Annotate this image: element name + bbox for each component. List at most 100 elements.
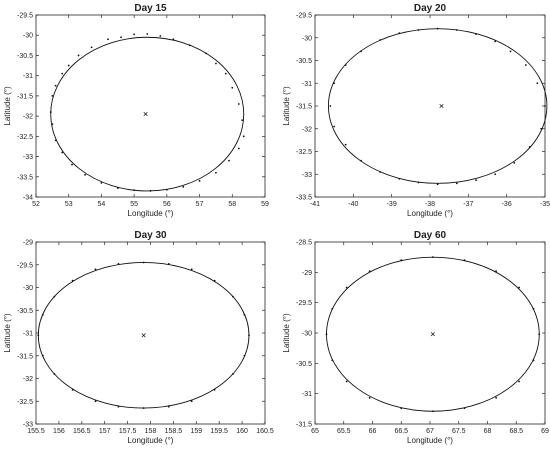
data-point bbox=[117, 262, 120, 265]
data-point bbox=[333, 125, 336, 128]
data-point bbox=[53, 373, 56, 375]
chart-title: Day 20 bbox=[414, 3, 447, 14]
y-tick-label: -31 bbox=[302, 391, 312, 398]
y-tick-label: -31.5 bbox=[17, 93, 33, 100]
data-point bbox=[213, 388, 216, 391]
y-tick-label: -32.5 bbox=[296, 149, 312, 156]
data-point bbox=[417, 29, 420, 31]
data-point bbox=[213, 279, 216, 282]
x-tick-label: -37 bbox=[463, 201, 473, 208]
y-tick-label: -31.5 bbox=[296, 422, 312, 429]
data-point bbox=[172, 38, 175, 41]
y-tick-label: -30.5 bbox=[17, 53, 33, 60]
y-tick-label: -32.5 bbox=[17, 399, 33, 406]
data-point bbox=[165, 188, 168, 191]
data-point bbox=[544, 105, 546, 107]
data-point bbox=[431, 410, 434, 413]
y-tick-label: -33.5 bbox=[17, 174, 33, 181]
y-tick-label: -31.5 bbox=[296, 104, 312, 111]
y-tick-label: -33.5 bbox=[296, 195, 312, 202]
plot-area bbox=[35, 14, 266, 198]
data-point bbox=[345, 380, 348, 383]
data-point bbox=[360, 159, 362, 162]
data-point bbox=[463, 259, 466, 262]
data-point bbox=[41, 354, 44, 357]
data-point bbox=[524, 64, 527, 66]
data-point bbox=[167, 405, 170, 408]
y-tick-label: -30 bbox=[23, 285, 33, 292]
data-point bbox=[242, 135, 245, 138]
plot-area bbox=[314, 241, 546, 425]
x-axis-label: Longitude (°) bbox=[128, 436, 174, 445]
x-tick-label: 67 bbox=[426, 428, 434, 435]
x-tick-label: -36 bbox=[502, 201, 512, 208]
data-point bbox=[231, 86, 234, 89]
y-tick-label: -30 bbox=[23, 33, 33, 40]
data-point bbox=[198, 179, 201, 182]
plot-area bbox=[314, 14, 546, 198]
y-tick-label: -29.5 bbox=[17, 13, 33, 20]
center-marker bbox=[141, 333, 146, 338]
x-tick-label: -40 bbox=[348, 201, 358, 208]
data-point bbox=[228, 159, 230, 162]
center-marker bbox=[143, 112, 148, 117]
fitted-ellipse bbox=[50, 36, 245, 192]
data-point bbox=[400, 407, 403, 410]
data-point bbox=[133, 189, 136, 192]
data-point bbox=[379, 39, 382, 41]
y-tick-label: -31 bbox=[23, 73, 33, 80]
data-point bbox=[536, 82, 539, 85]
chart-title: Day 30 bbox=[134, 230, 167, 241]
data-point bbox=[368, 270, 371, 273]
data-point bbox=[329, 105, 332, 107]
y-tick-label: -30 bbox=[302, 35, 312, 42]
x-axis-label: Longitude (°) bbox=[407, 209, 453, 218]
data-point bbox=[538, 333, 541, 336]
x-tick-label: 160.5 bbox=[256, 428, 274, 435]
data-point bbox=[116, 187, 119, 190]
data-point bbox=[248, 334, 250, 337]
x-tick-label: 55 bbox=[130, 201, 138, 208]
y-tick-label: -29.5 bbox=[17, 262, 33, 269]
data-point bbox=[94, 268, 97, 271]
data-point bbox=[513, 161, 516, 164]
data-point bbox=[243, 313, 246, 316]
data-point bbox=[360, 50, 362, 53]
data-point bbox=[117, 405, 120, 408]
data-point bbox=[67, 64, 70, 67]
plot-area bbox=[35, 241, 266, 425]
data-point bbox=[540, 127, 543, 130]
data-point bbox=[436, 27, 439, 30]
data-point bbox=[53, 295, 56, 298]
y-tick-label: -31.5 bbox=[17, 353, 33, 360]
data-point bbox=[475, 33, 477, 36]
data-point bbox=[71, 388, 74, 391]
y-tick-label: -29.5 bbox=[296, 13, 312, 20]
data-point bbox=[494, 40, 497, 43]
y-axis-label: Latitude (°) bbox=[282, 86, 291, 126]
x-tick-label: 65 bbox=[311, 428, 319, 435]
data-point bbox=[333, 82, 336, 85]
data-point bbox=[455, 29, 458, 31]
y-axis-label: Latitude (°) bbox=[282, 313, 291, 353]
data-point bbox=[133, 33, 136, 36]
x-tick-label: -41 bbox=[310, 201, 320, 208]
x-tick-label: 159.5 bbox=[210, 428, 228, 435]
data-point bbox=[518, 380, 521, 383]
data-point bbox=[495, 270, 498, 273]
data-point bbox=[398, 32, 401, 35]
data-point bbox=[398, 177, 401, 180]
data-point bbox=[215, 62, 217, 65]
data-point bbox=[509, 50, 512, 53]
x-tick-label: -39 bbox=[387, 201, 397, 208]
data-point bbox=[190, 268, 193, 271]
subplot-1: Day 15 52 53 54 55 56 57 58 59 -29.5 -30 -30.5 -31 -3… bbox=[3, 3, 269, 218]
x-tick-label: 66.5 bbox=[394, 428, 408, 435]
x-tick-label: -35 bbox=[540, 201, 550, 208]
data-point bbox=[94, 400, 97, 403]
y-tick-label: -33 bbox=[23, 154, 33, 161]
data-point bbox=[325, 333, 328, 336]
data-point bbox=[142, 261, 145, 264]
y-tick-label: -32 bbox=[23, 114, 33, 121]
